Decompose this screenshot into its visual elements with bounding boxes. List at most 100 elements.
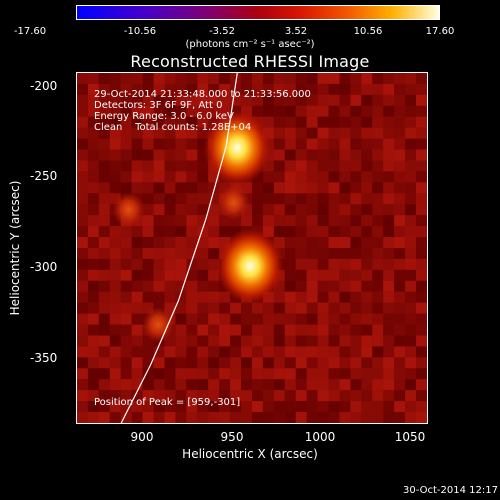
image-pixel bbox=[153, 116, 165, 128]
image-pixel bbox=[372, 313, 384, 325]
image-pixel bbox=[208, 269, 220, 281]
image-pixel bbox=[252, 390, 263, 402]
image-pixel bbox=[77, 346, 88, 358]
image-pixel bbox=[230, 357, 242, 369]
image-pixel bbox=[230, 73, 242, 84]
image-pixel bbox=[372, 149, 384, 161]
image-pixel bbox=[295, 291, 307, 303]
image-pixel bbox=[273, 149, 285, 161]
image-pixel bbox=[98, 105, 110, 117]
image-pixel bbox=[295, 269, 307, 281]
image-pixel bbox=[295, 138, 307, 150]
image-pixel bbox=[77, 127, 88, 139]
image-pixel bbox=[77, 215, 88, 227]
image-pixel bbox=[394, 204, 406, 216]
image-pixel bbox=[109, 182, 121, 194]
image-pixel bbox=[317, 357, 329, 369]
image-pixel bbox=[98, 94, 110, 106]
image-pixel bbox=[164, 379, 176, 391]
image-pixel bbox=[109, 302, 121, 314]
image-pixel bbox=[164, 269, 176, 281]
image-pixel bbox=[186, 226, 198, 238]
image-pixel bbox=[186, 193, 198, 205]
image-pixel bbox=[295, 127, 307, 139]
image-pixel bbox=[383, 237, 395, 248]
y-tick-label: -200 bbox=[30, 79, 58, 93]
image-pixel bbox=[219, 368, 231, 380]
time-range: 29-Oct-2014 21:33:48.000 to 21:33:56.000 bbox=[94, 89, 311, 100]
image-pixel bbox=[87, 335, 99, 347]
image-pixel bbox=[394, 379, 406, 391]
image-pixel bbox=[230, 335, 242, 347]
image-pixel bbox=[87, 248, 99, 259]
image-pixel bbox=[394, 237, 406, 248]
image-pixel bbox=[416, 258, 427, 270]
image-pixel bbox=[142, 390, 154, 402]
image-pixel bbox=[197, 269, 209, 281]
image-pixel bbox=[284, 412, 296, 423]
image-pixel bbox=[120, 237, 132, 248]
image-pixel bbox=[120, 335, 132, 347]
image-pixel bbox=[262, 302, 274, 314]
image-pixel bbox=[98, 258, 110, 270]
image-pixel bbox=[394, 324, 406, 336]
image-pixel bbox=[87, 149, 99, 161]
image-pixel bbox=[120, 138, 132, 150]
image-pixel bbox=[361, 116, 373, 128]
image-pixel bbox=[142, 346, 154, 358]
image-pixel bbox=[317, 412, 329, 423]
image-pixel bbox=[295, 94, 307, 106]
image-pixel bbox=[328, 379, 340, 391]
image-pixel bbox=[328, 313, 340, 325]
peak-position: Position of Peak = [959,-301] bbox=[94, 397, 241, 408]
image-pixel bbox=[339, 182, 351, 194]
image-pixel bbox=[416, 237, 427, 248]
image-pixel bbox=[131, 138, 143, 150]
image-pixel bbox=[350, 226, 362, 238]
image-pixel bbox=[77, 368, 88, 380]
image-pixel bbox=[186, 105, 198, 117]
image-pixel bbox=[361, 346, 373, 358]
image-pixel bbox=[77, 390, 88, 402]
image-pixel bbox=[98, 390, 110, 402]
image-pixel bbox=[350, 258, 362, 270]
image-pixel bbox=[142, 83, 154, 95]
image-pixel bbox=[208, 182, 220, 194]
image-pixel bbox=[262, 313, 274, 325]
image-pixel bbox=[98, 226, 110, 238]
image-pixel bbox=[350, 291, 362, 303]
image-pixel bbox=[350, 182, 362, 194]
image-pixel bbox=[405, 357, 417, 369]
image-pixel bbox=[339, 149, 351, 161]
image-pixel bbox=[394, 193, 406, 205]
image-pixel bbox=[416, 390, 427, 402]
image-pixel bbox=[186, 171, 198, 183]
image-pixel bbox=[87, 324, 99, 336]
image-pixel bbox=[153, 94, 165, 106]
image-pixel bbox=[262, 215, 274, 227]
image-pixel bbox=[295, 346, 307, 358]
image-pixel bbox=[273, 291, 285, 303]
image-pixel bbox=[383, 171, 395, 183]
image-pixel bbox=[394, 73, 406, 84]
image-pixel bbox=[131, 73, 143, 84]
image-pixel bbox=[77, 248, 88, 259]
image-pixel bbox=[186, 379, 198, 391]
image-pixel bbox=[120, 280, 132, 292]
image-pixel bbox=[350, 401, 362, 413]
image-pixel bbox=[131, 258, 143, 270]
image-pixel bbox=[350, 73, 362, 84]
image-pixel bbox=[131, 335, 143, 347]
image-pixel bbox=[306, 105, 318, 117]
image-pixel bbox=[142, 335, 154, 347]
image-pixel bbox=[383, 94, 395, 106]
image-pixel bbox=[120, 248, 132, 259]
image-pixel bbox=[306, 335, 318, 347]
image-pixel bbox=[273, 226, 285, 238]
image-pixel bbox=[164, 258, 176, 270]
image-pixel bbox=[350, 116, 362, 128]
image-pixel bbox=[87, 368, 99, 380]
image-pixel bbox=[197, 324, 209, 336]
image-pixel bbox=[284, 94, 296, 106]
image-pixel bbox=[372, 138, 384, 150]
